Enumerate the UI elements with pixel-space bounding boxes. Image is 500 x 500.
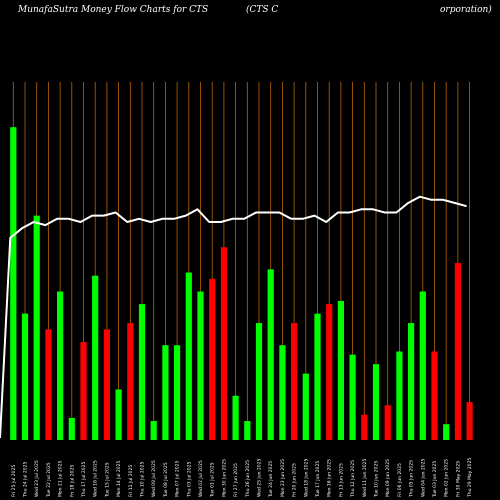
bar-up [372, 364, 380, 440]
x-tick-label: Tue 22 Jul 2025 [46, 462, 52, 498]
x-tick-label: Mon 14 Jul 2025 [116, 460, 122, 497]
bar-down [384, 405, 391, 440]
bar-down [220, 247, 227, 440]
x-tick-label: Mon 30 Jun 2025 [221, 459, 227, 497]
bar-up [419, 291, 426, 440]
x-tick-label: Mon 21 Jul 2025 [58, 460, 64, 497]
x-tick-label: Tue 17 Jun 2025 [315, 461, 321, 498]
bar-up [92, 275, 99, 440]
bar-down [361, 414, 368, 440]
x-tick-label: Mon 02 Jun 2025 [444, 459, 450, 497]
x-tick-label: Mon 16 Jun 2025 [327, 459, 333, 497]
bar-up [255, 323, 263, 440]
bar-up [314, 313, 321, 440]
bar-down [103, 329, 110, 440]
x-tick-label: Tue 24 Jun 2025 [268, 461, 274, 498]
x-tick-label: Thu 05 Jun 2025 [409, 460, 415, 498]
x-tick-label: Wed 18 Jun 2025 [303, 459, 309, 497]
x-tick-label: Wed 11 Jun 2025 [362, 459, 368, 497]
x-tick-label: Fri 30 May 2025 [455, 461, 461, 497]
chart-title-right: orporation) [440, 4, 492, 15]
x-tick-label: Mon 07 Jul 2025 [175, 460, 181, 497]
bar-up [244, 421, 251, 440]
x-tick-label: Tue 03 Jun 2025 [432, 461, 438, 498]
bar-down [80, 342, 87, 440]
bar-up [197, 291, 204, 440]
bar-down [209, 278, 216, 440]
bar-down [291, 323, 298, 440]
x-tick-label: Tue 08 Jul 2025 [163, 462, 169, 498]
x-tick-label: Fri 13 Jun 2025 [338, 463, 344, 497]
x-tick-label: Wed 23 Jul 2025 [34, 460, 40, 497]
x-tick-label: Fri 11 Jul 2025 [128, 465, 134, 497]
x-tick-label: Thu 26 Jun 2025 [245, 460, 251, 498]
bar-up [68, 417, 75, 440]
bar-down [466, 402, 473, 440]
bar-up [162, 345, 169, 440]
bar-down [454, 263, 461, 440]
x-axis-labels: Fri 25 Jul 2025 Thu 24 Jul 2025 Wed 23 Jul… [11, 458, 473, 498]
x-tick-label: Wed 25 Jun 2025 [257, 459, 263, 497]
x-tick-label: Mon 09 Jun 2025 [385, 459, 391, 497]
x-tick-label: Thu 03 Jul 2025 [186, 462, 192, 498]
bar-up [279, 345, 286, 440]
bar-down [45, 329, 52, 440]
bar-down [127, 323, 134, 440]
x-tick-label: Tue 15 Jul 2025 [104, 462, 110, 498]
bar-up [150, 421, 157, 440]
bar-up [115, 389, 122, 440]
x-tick-label: Fri 27 Jun 2025 [233, 463, 239, 497]
bar-up [443, 424, 450, 440]
x-tick-label: Wed 04 Jun 2025 [420, 459, 426, 497]
x-tick-label: Tue 01 Jul 2025 [210, 462, 216, 498]
x-tick-label: Wed 09 Jul 2025 [151, 460, 157, 497]
chart-title-left: MunafaSutra Money Flow Charts for CTS [17, 5, 208, 15]
bar-series [10, 127, 473, 440]
money-flow-line [0, 195, 467, 439]
bar-up [349, 354, 356, 440]
x-tick-label: Thu 10 Jul 2025 [140, 462, 146, 498]
bar-up [138, 304, 146, 440]
money-flow-line-path [0, 195, 467, 439]
bar-up [232, 395, 239, 440]
bar-up [302, 373, 309, 440]
x-tick-label: Thu 24 Jul 2025 [23, 462, 29, 498]
bar-up [408, 323, 415, 440]
x-tick-label: Wed 02 Jul 2025 [198, 460, 204, 497]
bar-up [267, 269, 274, 440]
x-tick-label: Fri 18 Jul 2025 [69, 465, 75, 497]
x-tick-label: Fri 25 Jul 2025 [11, 465, 17, 497]
x-tick-label: Fri 06 Jun 2025 [397, 463, 403, 497]
bar-up [337, 300, 344, 440]
x-tick-label: Tue 10 Jun 2025 [374, 461, 380, 498]
x-tick-label: Wed 16 Jul 2025 [93, 460, 99, 497]
bar-up [21, 313, 29, 440]
bar-up [185, 272, 192, 440]
bar-down [326, 304, 333, 440]
bar-down [431, 351, 438, 440]
x-tick-label: Thu 12 Jun 2025 [350, 460, 356, 498]
x-tick-label: Fri 20 Jun 2025 [292, 463, 298, 497]
x-tick-label: Mon 23 Jun 2025 [280, 459, 286, 497]
x-tick-label: Thu 17 Jul 2025 [81, 462, 87, 498]
bar-up [174, 345, 181, 440]
x-tick-label: Thu 29 May 2025 [467, 458, 473, 498]
bar-up [57, 291, 64, 440]
chart-title-mid: (CTS C [246, 4, 278, 15]
bar-up [396, 351, 403, 440]
bar-up [33, 215, 40, 440]
bar-up [10, 127, 17, 440]
